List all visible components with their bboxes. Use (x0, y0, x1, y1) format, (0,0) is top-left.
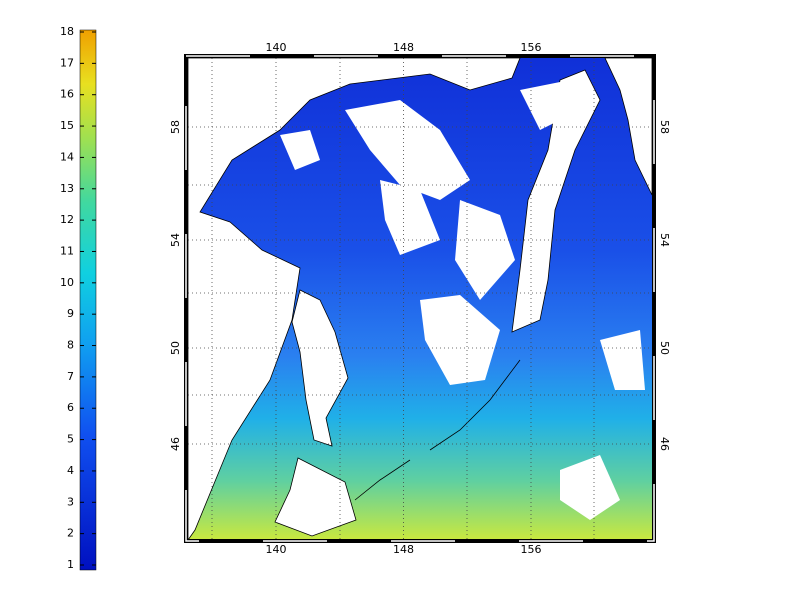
colorbar-tick-label: 16 (60, 88, 74, 101)
sakhalin (291, 289, 349, 447)
colorbar-tick-label: 17 (60, 56, 74, 69)
lon-label-bottom: 140 (266, 543, 287, 556)
hokkaido (274, 457, 357, 537)
lat-label-right: 54 (658, 233, 671, 247)
lon-label-bottom: 156 (521, 543, 542, 556)
mainland (188, 58, 521, 539)
lat-label-left: 58 (169, 120, 182, 134)
lat-label-right: 58 (658, 120, 671, 134)
lat-label-right: 46 (658, 437, 671, 451)
lat-label-left: 50 (169, 341, 182, 355)
colorbar-tick-label: 18 (60, 25, 74, 38)
colorbar-tick-label: 4 (67, 464, 74, 477)
colorbar-tick-label: 1 (67, 558, 74, 571)
colorbar-tick-label: 15 (60, 119, 74, 132)
islands (354, 359, 521, 501)
colorbar-tick-label: 2 (67, 527, 74, 540)
colorbar-tick-label: 10 (60, 276, 74, 289)
lat-label-right: 50 (658, 341, 671, 355)
lon-label-bottom: 148 (393, 543, 414, 556)
cloud-gaps (280, 80, 645, 520)
lon-label-top: 148 (393, 41, 414, 54)
colorbar-tick-label: 3 (67, 495, 74, 508)
lon-label-top: 156 (521, 41, 542, 54)
colorbar-tick-label: 13 (60, 182, 74, 195)
kamchatka (511, 69, 601, 333)
graticule (188, 58, 652, 539)
lon-label-top: 140 (266, 41, 287, 54)
colorbar-tick-label: 9 (67, 307, 74, 320)
colorbar-tick-label: 7 (67, 370, 74, 383)
map-labels: 140 140 148 148 156 156 46 46 50 50 54 54 58 58 (169, 41, 671, 556)
colorbar-tick-label: 14 (60, 150, 74, 163)
map-area (188, 58, 652, 539)
colorbar-tick-label: 11 (60, 244, 74, 257)
map-frame-pattern (185, 55, 655, 542)
colorbar-tick-label: 5 (67, 433, 74, 446)
lat-label-left: 54 (169, 233, 182, 247)
east-coast (604, 58, 652, 196)
lat-label-left: 46 (169, 437, 182, 451)
colorbar-tick-label: 6 (67, 401, 74, 414)
colorbar (79, 29, 97, 571)
colorbar-tick-label: 8 (67, 339, 74, 352)
colorbar-tick-label: 12 (60, 213, 74, 226)
